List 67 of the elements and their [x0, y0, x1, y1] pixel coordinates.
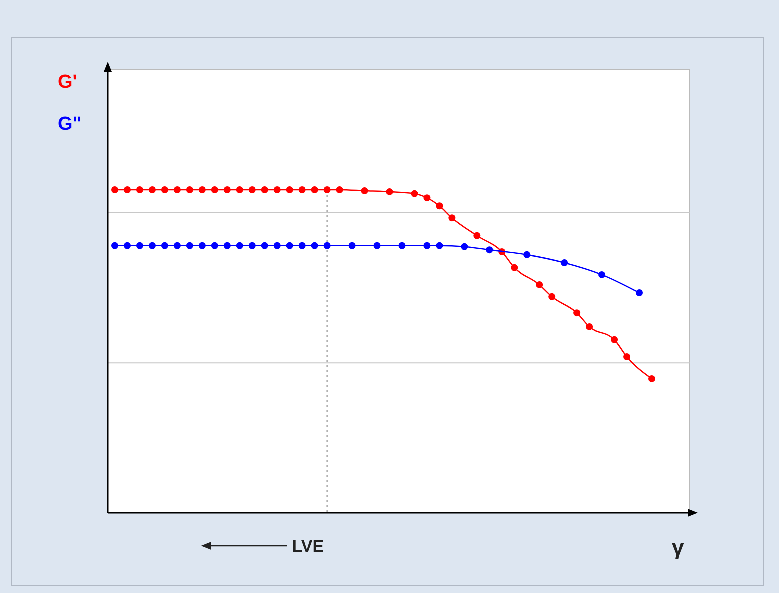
point — [274, 242, 281, 250]
point — [198, 186, 206, 194]
point — [211, 186, 218, 194]
point — [286, 242, 294, 250]
point — [261, 186, 268, 194]
point — [474, 232, 481, 240]
point — [236, 242, 244, 250]
point — [161, 186, 168, 194]
text: G' — [58, 72, 78, 93]
point — [486, 246, 494, 254]
point — [248, 242, 256, 250]
point — [136, 242, 144, 250]
point — [112, 186, 118, 194]
point — [361, 187, 368, 194]
point — [298, 186, 306, 194]
point — [611, 336, 618, 344]
point — [136, 186, 144, 194]
point — [461, 243, 468, 250]
point — [448, 214, 456, 222]
point — [398, 242, 406, 250]
point — [248, 186, 256, 194]
point — [198, 242, 206, 250]
point — [548, 293, 556, 300]
point — [174, 242, 181, 250]
point — [224, 242, 231, 250]
point — [261, 242, 268, 250]
point — [311, 186, 318, 194]
x-axis-title: γ — [672, 535, 685, 560]
point — [424, 242, 431, 250]
point — [336, 186, 344, 194]
point — [636, 290, 644, 297]
point — [648, 375, 656, 382]
point — [311, 242, 318, 250]
point — [374, 242, 381, 250]
point — [324, 186, 331, 194]
point — [411, 190, 418, 198]
point — [124, 186, 131, 194]
point — [436, 242, 444, 250]
point — [186, 242, 194, 250]
point — [236, 186, 244, 194]
point — [436, 202, 444, 210]
point — [148, 242, 156, 250]
point — [574, 310, 581, 317]
point — [386, 188, 394, 196]
text: G" — [58, 114, 82, 135]
point — [274, 186, 281, 194]
point — [124, 242, 131, 250]
point — [148, 186, 156, 194]
text: LVE — [292, 537, 324, 556]
point — [174, 186, 181, 194]
point — [586, 323, 594, 330]
point — [536, 281, 544, 288]
point — [511, 264, 518, 272]
point — [624, 353, 631, 360]
point — [112, 242, 118, 250]
point — [286, 186, 294, 194]
point — [224, 186, 231, 194]
point — [561, 260, 568, 266]
point — [598, 271, 606, 278]
point — [348, 242, 356, 250]
point — [424, 194, 431, 202]
point — [524, 251, 531, 258]
point — [186, 186, 194, 194]
point — [211, 242, 218, 250]
point — [324, 242, 331, 250]
point — [298, 242, 306, 250]
point — [161, 242, 168, 250]
